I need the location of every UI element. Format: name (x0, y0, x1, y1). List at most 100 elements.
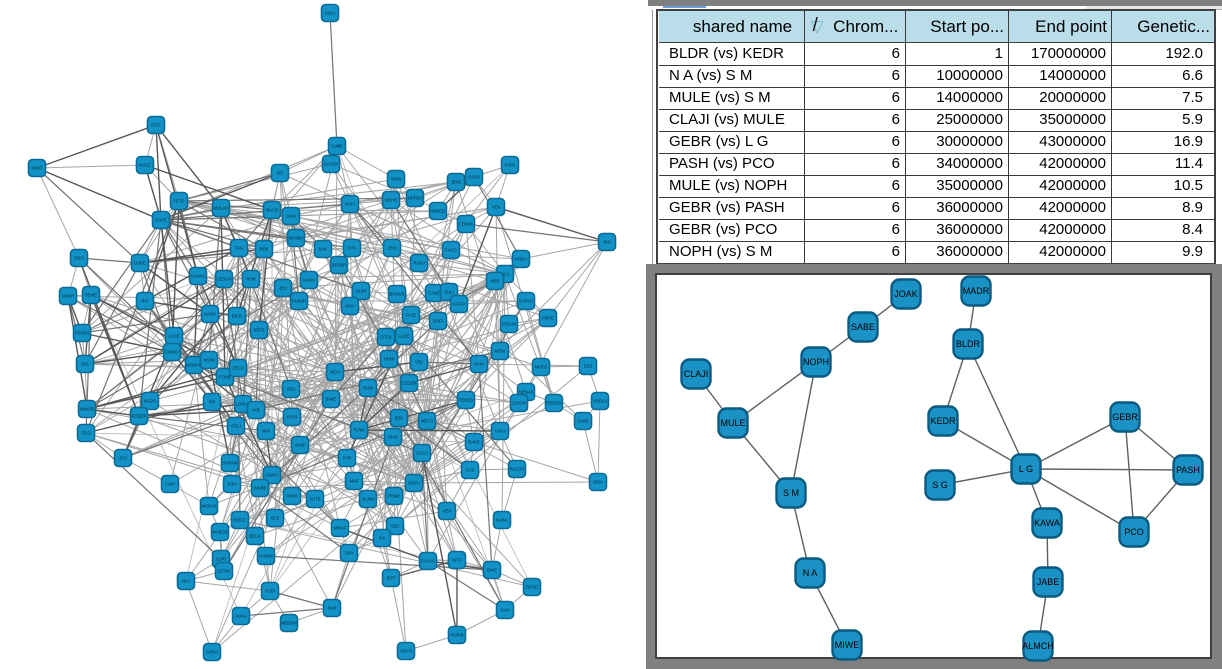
svg-text:FAWIM: FAWIM (259, 554, 273, 559)
svg-text:MIWE: MIWE (835, 640, 860, 650)
svg-text:CEGEN: CEGEN (402, 381, 417, 386)
svg-text:ALMCH: ALMCH (1022, 641, 1054, 651)
svg-text:MONI: MONI (495, 349, 506, 354)
svg-text:BEK: BEK (395, 416, 404, 421)
svg-text:L G: L G (1019, 464, 1033, 474)
svg-text:S G: S G (932, 480, 948, 490)
svg-text:BELU: BELU (250, 534, 261, 539)
svg-text:RIV: RIV (142, 299, 149, 304)
svg-text:DIS: DIS (82, 362, 89, 367)
svg-text:JEDI: JEDI (387, 246, 396, 251)
svg-text:WOB: WOB (391, 177, 401, 182)
svg-text:NIM: NIM (262, 429, 270, 434)
svg-text:TUWI: TUWI (354, 428, 365, 433)
svg-text:PUWIR: PUWIR (292, 299, 306, 304)
svg-text:LETIW: LETIW (218, 569, 231, 574)
svg-text:FAJE: FAJE (406, 313, 416, 318)
svg-text:FIP: FIP (209, 400, 216, 405)
svg-text:KEJI: KEJI (271, 516, 280, 521)
svg-text:LORI: LORI (216, 557, 226, 562)
svg-text:KEDR: KEDR (930, 416, 956, 426)
svg-text:RUM: RUM (363, 386, 373, 391)
svg-text:KEFE: KEFE (254, 328, 265, 333)
svg-text:COLI: COLI (231, 424, 241, 429)
svg-text:MEFO: MEFO (421, 419, 434, 424)
svg-text:FOHE: FOHE (219, 375, 231, 380)
svg-text:GANAC: GANAC (191, 274, 206, 279)
svg-text:HANU: HANU (204, 312, 216, 317)
svg-text:NEVI: NEVI (330, 370, 340, 375)
svg-text:HACI: HACI (495, 429, 505, 434)
svg-text:MADR: MADR (963, 286, 990, 296)
svg-text:S M: S M (783, 488, 799, 498)
svg-text:VOBAJ: VOBAJ (593, 399, 607, 404)
svg-text:CIPI: CIPI (345, 551, 353, 556)
svg-text:FIK: FIK (379, 536, 386, 541)
svg-text:FACAG: FACAG (421, 559, 435, 564)
svg-text:VUME: VUME (331, 144, 343, 149)
svg-text:JAKA: JAKA (227, 482, 238, 487)
svg-text:POME: POME (388, 494, 401, 499)
svg-text:CIJIP: CIJIP (165, 482, 175, 487)
svg-text:BILA: BILA (500, 272, 509, 277)
svg-text:COWO: COWO (165, 350, 179, 355)
svg-text:LUCE: LUCE (398, 334, 409, 339)
svg-text:VUPAW: VUPAW (223, 461, 238, 466)
svg-text:MULE: MULE (720, 418, 745, 428)
svg-text:BISA: BISA (593, 480, 603, 485)
svg-text:VOFO: VOFO (400, 649, 413, 654)
svg-text:CAGU: CAGU (468, 175, 480, 180)
svg-text:KACO: KACO (453, 302, 466, 307)
svg-text:FODI: FODI (265, 589, 275, 594)
svg-text:BAK: BAK (319, 247, 328, 252)
svg-text:RAVU: RAVU (413, 261, 424, 266)
svg-text:MITAF: MITAF (334, 526, 347, 531)
svg-text:PASH: PASH (1176, 465, 1200, 475)
svg-text:CITOL: CITOL (380, 335, 393, 340)
svg-text:GAKIV: GAKIV (303, 278, 316, 283)
svg-text:VEN: VEN (492, 205, 501, 210)
svg-text:NEHO: NEHO (385, 198, 398, 203)
svg-text:GUKA: GUKA (235, 614, 247, 619)
svg-text:ROK: ROK (259, 247, 268, 252)
svg-text:LEHUH: LEHUH (512, 401, 526, 406)
svg-text:BOCE: BOCE (234, 518, 246, 523)
svg-text:JOJ: JOJ (119, 456, 126, 461)
svg-text:TAG: TAG (235, 246, 243, 251)
svg-text:COG: COG (151, 123, 161, 128)
svg-text:SESOR: SESOR (332, 263, 347, 268)
svg-text:HUHI: HUHI (384, 357, 394, 362)
svg-text:SORA: SORA (206, 650, 218, 655)
svg-text:DESOR: DESOR (547, 401, 562, 406)
svg-text:JELI: JELI (279, 286, 287, 291)
svg-text:NAKI: NAKI (474, 362, 484, 367)
svg-text:NEBOM: NEBOM (281, 621, 297, 626)
svg-text:FOGEF: FOGEF (132, 414, 147, 419)
svg-text:CACEK: CACEK (324, 162, 339, 167)
svg-text:WABOG: WABOG (212, 530, 228, 535)
svg-text:GIVIJ: GIVIJ (388, 435, 398, 440)
svg-text:SUV: SUV (328, 606, 337, 611)
svg-text:VADIR: VADIR (62, 294, 75, 299)
svg-text:JABE: JABE (1037, 577, 1060, 587)
svg-text:FUPA: FUPA (505, 163, 516, 168)
svg-text:DIWO: DIWO (266, 473, 278, 478)
svg-text:MINO: MINO (32, 166, 44, 171)
svg-text:CAS: CAS (466, 468, 475, 473)
svg-text:DINE: DINE (487, 568, 497, 573)
svg-text:SAPE: SAPE (155, 218, 166, 223)
svg-text:CANE: CANE (428, 291, 440, 296)
svg-text:POPE: POPE (542, 316, 554, 321)
svg-text:WOFAK: WOFAK (201, 504, 216, 509)
svg-text:NENAB: NENAB (519, 390, 534, 395)
svg-text:NILI: NILI (182, 579, 190, 584)
svg-text:DITA: DITA (347, 246, 356, 251)
svg-text:FETO: FETO (173, 199, 185, 204)
svg-text:SEG: SEG (287, 387, 296, 392)
svg-text:RARI: RARI (287, 415, 297, 420)
svg-text:JOAK: JOAK (894, 289, 918, 299)
svg-text:VEV: VEV (443, 509, 452, 514)
svg-text:SABE: SABE (851, 322, 875, 332)
svg-text:MAF: MAF (350, 479, 359, 484)
svg-text:VAKE: VAKE (295, 443, 306, 448)
